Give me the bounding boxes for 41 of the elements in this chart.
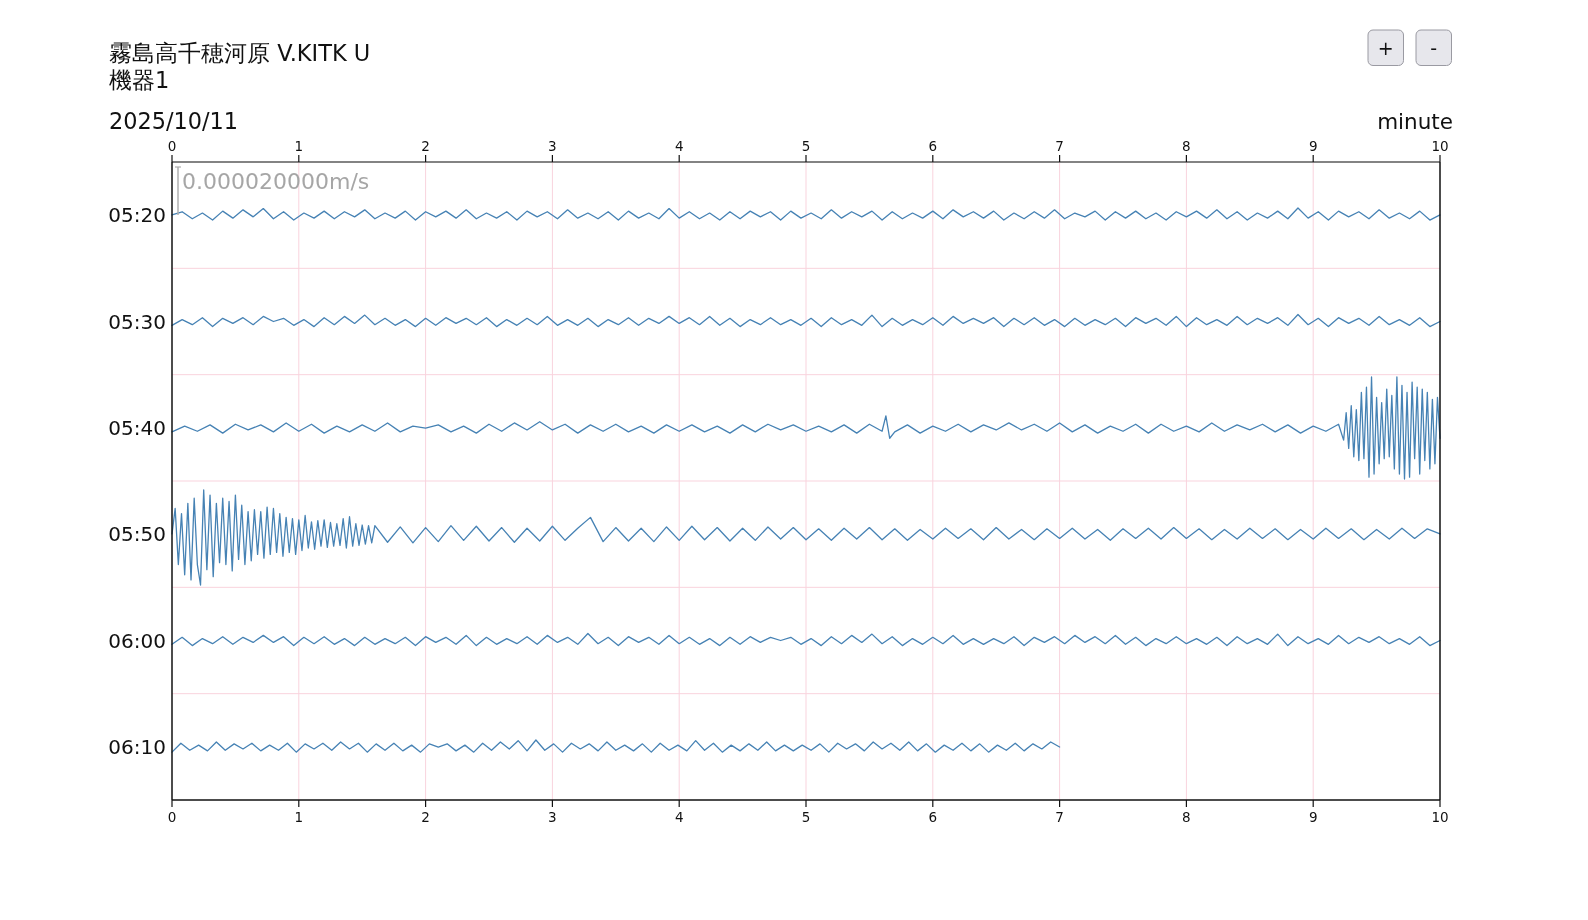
x-tick-label: 1 xyxy=(294,138,304,154)
x-tick-label: 5 xyxy=(801,138,811,154)
chart-title: 霧島高千穂河原 V.KITK U xyxy=(109,40,371,66)
x2-tick-label: 5 xyxy=(801,809,811,825)
line-series xyxy=(171,739,1061,753)
x-tick-label: 9 xyxy=(1308,138,1318,154)
x2-tick-label: 7 xyxy=(1055,809,1064,825)
line-series xyxy=(171,376,1441,480)
x-tick-label: 6 xyxy=(928,138,938,154)
x2-tick-label: 8 xyxy=(1182,809,1191,825)
x-tick-label: 4 xyxy=(674,138,684,154)
x2-tick-label: 10 xyxy=(1431,809,1449,825)
x2-tick-label: 3 xyxy=(548,809,557,825)
x-tick-label: 0 xyxy=(167,138,177,154)
x-tick-label: 10 xyxy=(1431,138,1449,154)
x-tick-label: 3 xyxy=(548,138,557,154)
y-tick-label: 05:30 xyxy=(108,309,166,334)
x-tick-label: 7 xyxy=(1055,138,1064,154)
y-tick-label: 05:40 xyxy=(108,415,166,440)
y-axis-title: 2025/10/11 xyxy=(109,108,239,134)
x2-tick-label: 4 xyxy=(674,809,684,825)
line-series xyxy=(171,313,1441,328)
x2-tick-label: 0 xyxy=(167,809,177,825)
x2-axis-title: minute xyxy=(1377,109,1453,134)
x2-tick-label: 6 xyxy=(928,809,938,825)
chart-subtitle: 機器1 xyxy=(109,67,170,93)
y-tick-label: 06:10 xyxy=(108,734,166,759)
x-tick-label: 8 xyxy=(1182,138,1191,154)
line-series xyxy=(171,207,1441,221)
x2-tick-label: 9 xyxy=(1308,809,1318,825)
x2-tick-label: 1 xyxy=(294,809,304,825)
y-tick-label: 05:50 xyxy=(108,522,166,547)
x-tick-label: 2 xyxy=(421,138,430,154)
line-series xyxy=(171,489,1441,586)
x2-tick-label: 2 xyxy=(421,809,430,825)
annotation: 0.000020000m/s xyxy=(182,169,370,194)
button: + xyxy=(1367,29,1404,66)
y-tick-label: 05:20 xyxy=(108,203,166,228)
line-series xyxy=(171,632,1441,647)
y-tick-label: 06:00 xyxy=(108,628,166,653)
button: - xyxy=(1415,29,1452,66)
